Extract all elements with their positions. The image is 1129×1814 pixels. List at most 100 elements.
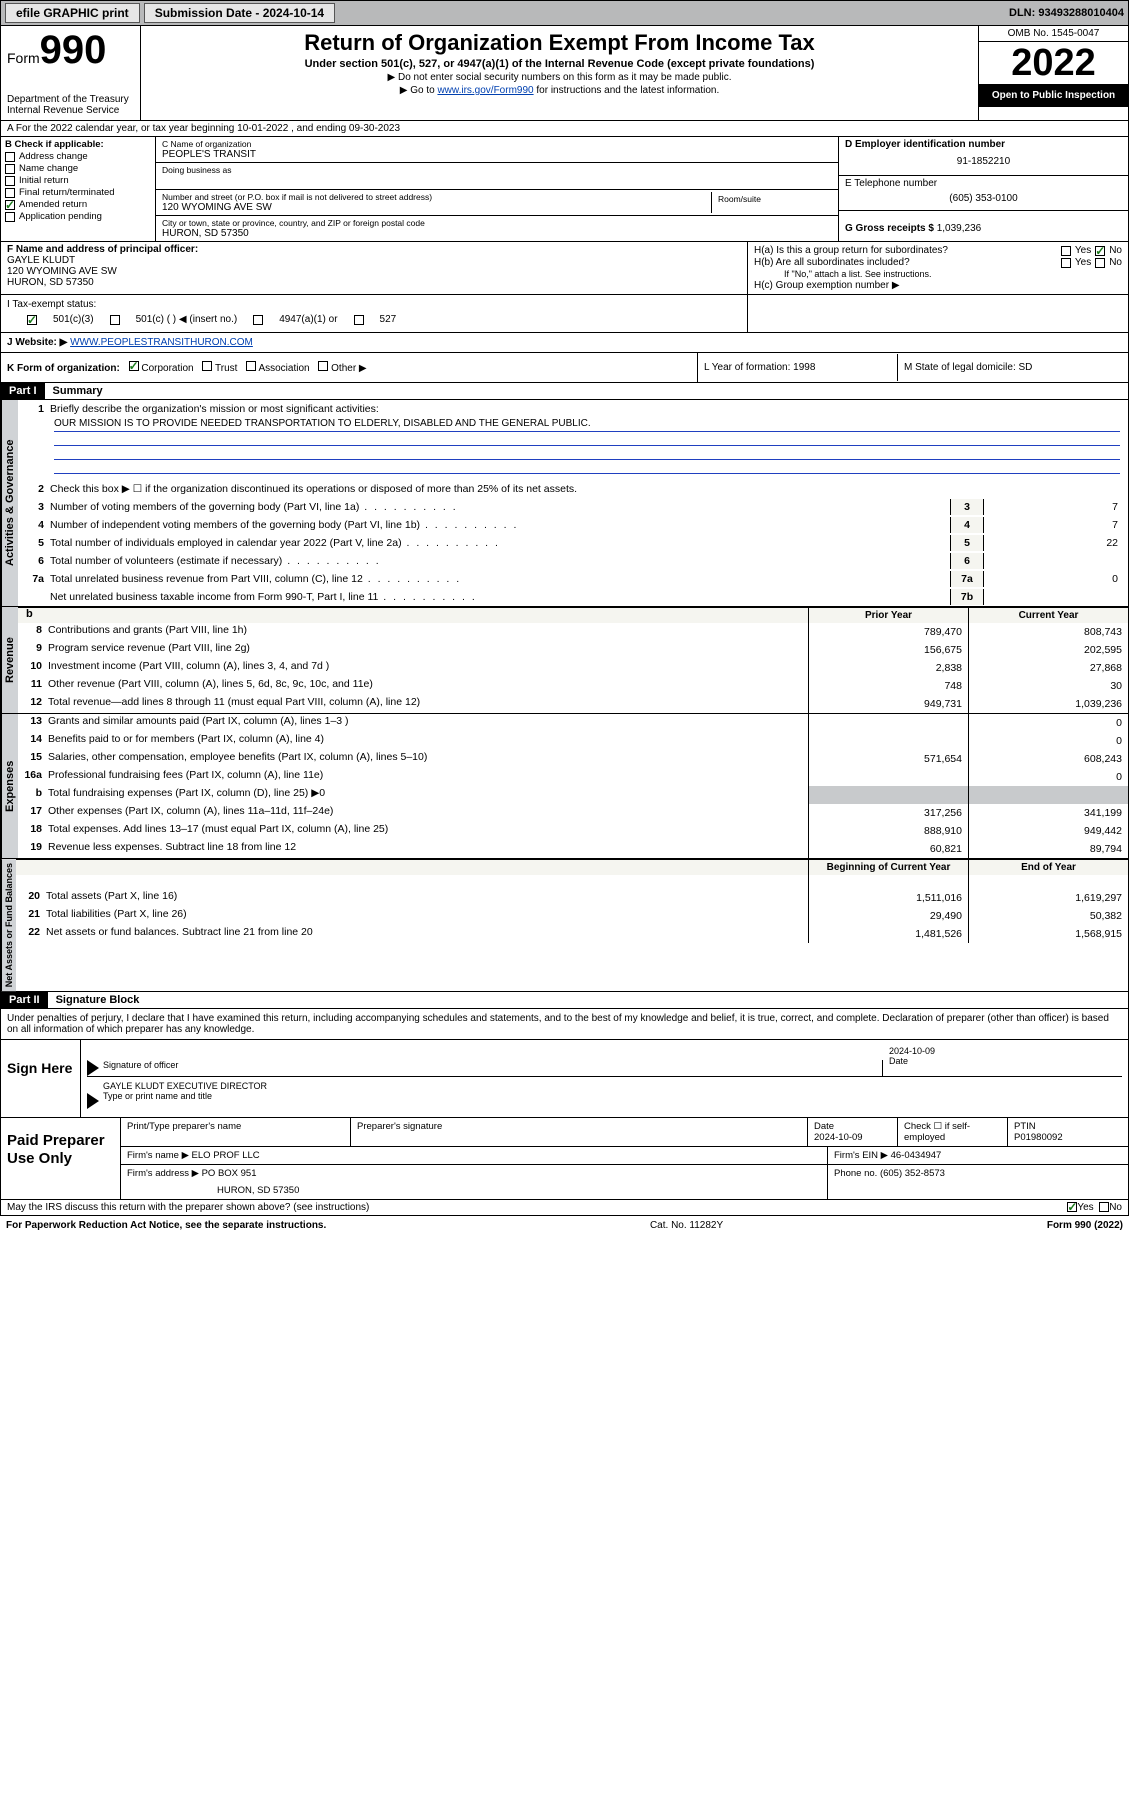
501c-checkbox[interactable] xyxy=(110,315,120,325)
sign-here-label: Sign Here xyxy=(1,1040,81,1117)
colb-checkbox[interactable] xyxy=(5,176,15,186)
ha-no-checkbox[interactable] xyxy=(1095,246,1105,256)
part1-badge: Part I xyxy=(1,383,45,399)
gov-desc: Net unrelated business taxable income fr… xyxy=(50,591,950,603)
corp-label: Corporation xyxy=(141,363,193,374)
colb-checkbox[interactable] xyxy=(5,152,15,162)
fin-prior: 60,821 xyxy=(808,840,968,858)
note2-post: for instructions and the latest informat… xyxy=(534,85,720,96)
gov-linenum: 4 xyxy=(950,517,984,533)
discuss-yes-checkbox[interactable] xyxy=(1067,1202,1077,1212)
gov-desc: Number of voting members of the governin… xyxy=(50,501,950,513)
colb-item: Address change xyxy=(5,151,151,162)
fin-prior: 2,838 xyxy=(808,659,968,677)
form-header: Form990 Department of the Treasury Inter… xyxy=(0,26,1129,121)
l2-text: Check this box ▶ ☐ if the organization d… xyxy=(50,483,1124,495)
part2-header-row: Part II Signature Block xyxy=(0,992,1129,1009)
501c-label: 501(c) ( ) ◀ (insert no.) xyxy=(136,314,238,325)
colb-item: Amended return xyxy=(5,199,151,210)
fin-prior-shade xyxy=(808,786,968,804)
mission-text: OUR MISSION IS TO PROVIDE NEEDED TRANSPO… xyxy=(54,418,1120,432)
ptin-label: PTIN xyxy=(1014,1121,1036,1132)
assoc-label: Association xyxy=(258,363,309,374)
form-org-label: K Form of organization: xyxy=(7,363,120,374)
hc-label: H(c) Group exemption number ▶ xyxy=(754,280,1122,291)
discuss-no: No xyxy=(1109,1202,1122,1213)
gov-linenum: 3 xyxy=(950,499,984,515)
fin-prior: 156,675 xyxy=(808,641,968,659)
fin-desc: Total revenue—add lines 8 through 11 (mu… xyxy=(48,695,808,713)
gov-value xyxy=(984,589,1124,605)
self-employed-label: Check ☐ if self-employed xyxy=(898,1118,1008,1146)
fin-line: 21Total liabilities (Part X, line 26)29,… xyxy=(16,907,1128,925)
irs-link[interactable]: www.irs.gov/Form990 xyxy=(437,85,533,96)
officer-addr2: HURON, SD 57350 xyxy=(7,277,741,288)
firm-phone: Phone no. (605) 352-8573 xyxy=(828,1165,1128,1199)
fin-curr: 0 xyxy=(968,714,1128,732)
gov-desc: Number of independent voting members of … xyxy=(50,519,950,531)
colb-item: Initial return xyxy=(5,175,151,186)
website-link[interactable]: WWW.PEOPLESTRANSITHURON.COM xyxy=(70,337,253,348)
4947-label: 4947(a)(1) or xyxy=(279,314,337,325)
part1-header-row: Part I Summary xyxy=(0,383,1129,400)
527-checkbox[interactable] xyxy=(354,315,364,325)
trust-label: Trust xyxy=(215,363,237,374)
501c3-checkbox[interactable] xyxy=(27,315,37,325)
gov-line: 4Number of independent voting members of… xyxy=(18,516,1128,534)
trust-checkbox[interactable] xyxy=(202,361,212,371)
hb-note: If "No," attach a list. See instructions… xyxy=(754,269,1122,279)
fin-curr: 949,442 xyxy=(968,822,1128,840)
firm-address: Firm's address ▶ PO BOX 951 xyxy=(127,1168,257,1179)
hb-yes-checkbox[interactable] xyxy=(1061,258,1071,268)
gross-label: G Gross receipts $ xyxy=(845,223,934,234)
fin-curr: 27,868 xyxy=(968,659,1128,677)
efile-label: efile GRAPHIC print xyxy=(5,3,140,23)
colb-checkbox[interactable] xyxy=(5,200,15,210)
vlabel-expenses: Expenses xyxy=(1,714,18,858)
other-checkbox[interactable] xyxy=(318,361,328,371)
tel-value: (605) 353-0100 xyxy=(845,189,1122,208)
suite-label: Room/suite xyxy=(712,192,832,213)
hb-no: No xyxy=(1109,257,1122,268)
fin-line: 8Contributions and grants (Part VIII, li… xyxy=(18,623,1128,641)
tel-label: E Telephone number xyxy=(845,178,1122,189)
fin-line: 22Net assets or fund balances. Subtract … xyxy=(16,925,1128,943)
tax-year: 2022 xyxy=(979,42,1128,84)
part1-title: Summary xyxy=(45,383,111,399)
corp-checkbox[interactable] xyxy=(129,361,139,371)
hb-yes: Yes xyxy=(1075,257,1091,268)
colb-checkbox[interactable] xyxy=(5,212,15,222)
fin-prior: 1,481,526 xyxy=(808,925,968,943)
gov-linenum: 6 xyxy=(950,553,984,569)
org-name-label: C Name of organization xyxy=(162,139,832,149)
fin-prior xyxy=(808,768,968,786)
ein-label: D Employer identification number xyxy=(845,139,1122,150)
row-fh: F Name and address of principal officer:… xyxy=(0,242,1129,295)
officer-label: F Name and address of principal officer: xyxy=(7,244,741,255)
mission-blank-3 xyxy=(54,460,1120,474)
fin-curr: 808,743 xyxy=(968,623,1128,641)
fin-desc: Benefits paid to or for members (Part IX… xyxy=(48,732,808,750)
527-label: 527 xyxy=(380,314,397,325)
form-990-footer: Form 990 (2022) xyxy=(1047,1220,1123,1231)
hb-no-checkbox[interactable] xyxy=(1095,258,1105,268)
fin-line: 10Investment income (Part VIII, column (… xyxy=(18,659,1128,677)
row-j: J Website: ▶ WWW.PEOPLESTRANSITHURON.COM xyxy=(0,333,1129,353)
ha-yes-checkbox[interactable] xyxy=(1061,246,1071,256)
fin-desc: Total assets (Part X, line 16) xyxy=(46,889,808,907)
4947-checkbox[interactable] xyxy=(253,315,263,325)
ha-label: H(a) Is this a group return for subordin… xyxy=(754,245,1057,256)
form-header-mid: Return of Organization Exempt From Incom… xyxy=(141,26,978,120)
gov-line: 6Total number of volunteers (estimate if… xyxy=(18,552,1128,570)
fin-line: 14Benefits paid to or for members (Part … xyxy=(18,732,1128,750)
firm-name: Firm's name ▶ ELO PROF LLC xyxy=(121,1147,828,1164)
discuss-no-checkbox[interactable] xyxy=(1099,1202,1109,1212)
fin-desc: Other expenses (Part IX, column (A), lin… xyxy=(48,804,808,822)
rev-table-header: b Prior Year Current Year xyxy=(18,607,1128,623)
colb-checkbox[interactable] xyxy=(5,164,15,174)
irs-discuss-row: May the IRS discuss this return with the… xyxy=(0,1200,1129,1216)
gov-value: 0 xyxy=(984,571,1124,587)
assoc-checkbox[interactable] xyxy=(246,361,256,371)
colb-checkbox[interactable] xyxy=(5,188,15,198)
sig-date-label: Date xyxy=(889,1056,908,1066)
